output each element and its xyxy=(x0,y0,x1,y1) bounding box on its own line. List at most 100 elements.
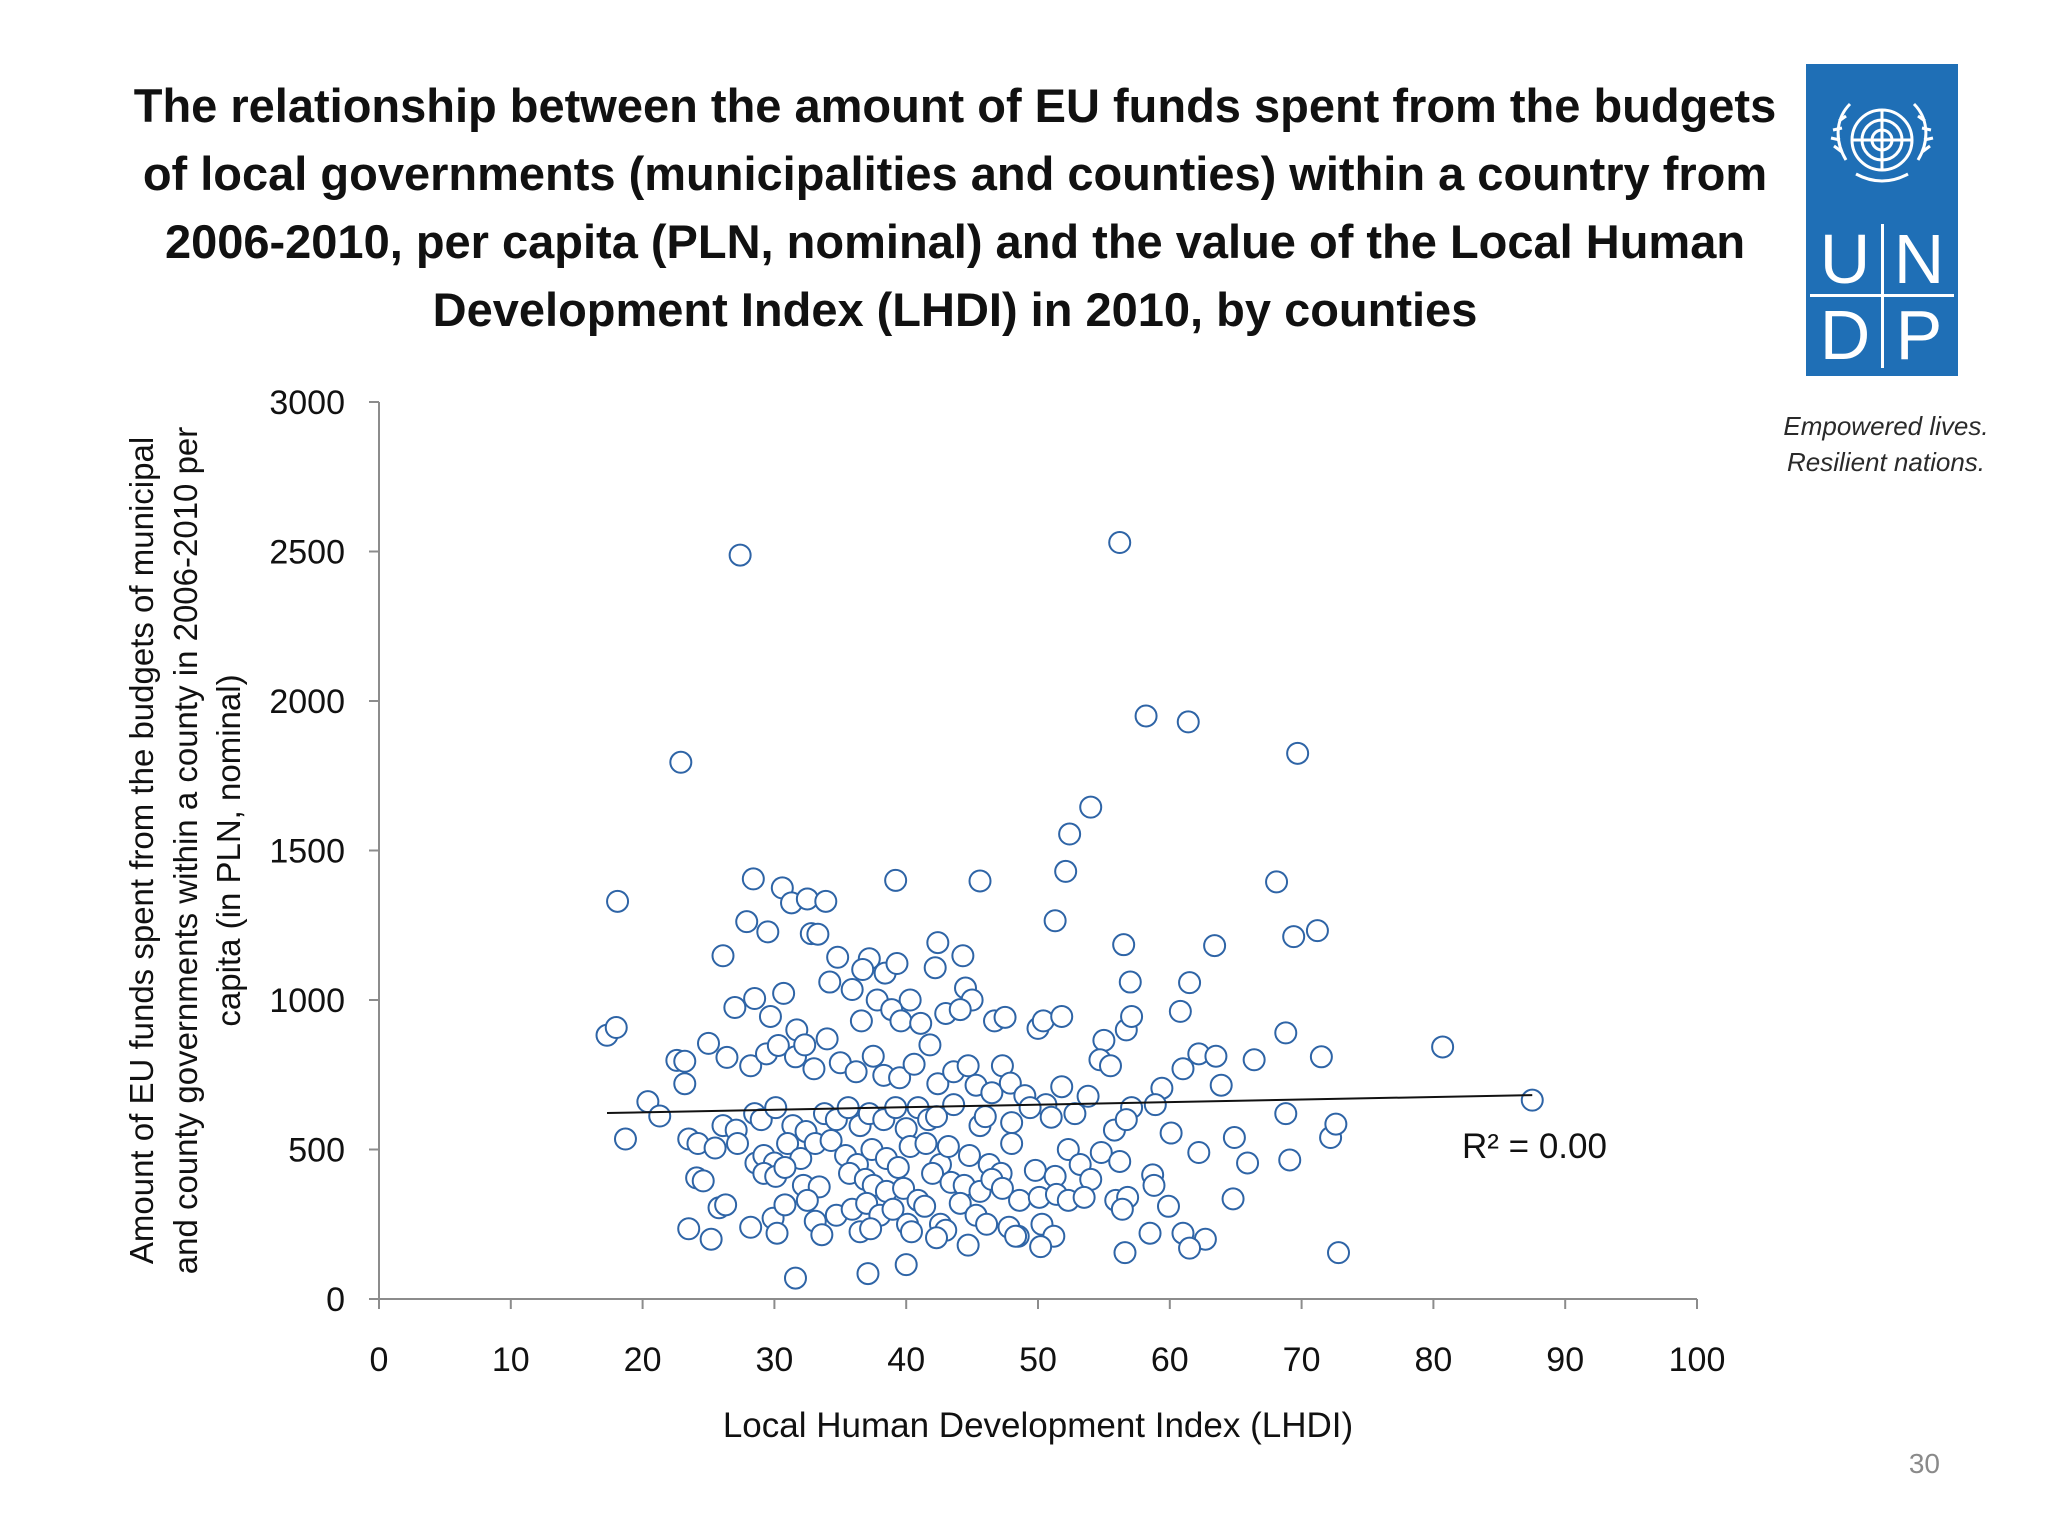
data-point xyxy=(926,1072,950,1096)
data-point xyxy=(1168,999,1192,1023)
data-point xyxy=(764,1096,788,1120)
data-point xyxy=(894,1253,918,1277)
data-point xyxy=(913,1194,937,1218)
logo-divider-horizontal xyxy=(1810,294,1954,297)
logo-tagline: Empowered lives. Resilient nations. xyxy=(1756,408,2016,480)
data-point xyxy=(884,868,908,892)
data-point xyxy=(889,1009,913,1033)
data-point xyxy=(648,1104,672,1128)
data-point xyxy=(851,958,875,982)
data-point xyxy=(1520,1088,1544,1112)
data-point xyxy=(881,1197,905,1221)
data-point xyxy=(1134,704,1158,728)
data-point xyxy=(1142,1173,1166,1197)
data-point xyxy=(948,1191,972,1215)
x-tick-label: 80 xyxy=(1414,1341,1452,1379)
data-point xyxy=(765,1221,789,1245)
data-point xyxy=(677,1217,701,1241)
data-point xyxy=(1113,1241,1137,1265)
data-point xyxy=(1324,1112,1348,1136)
data-point xyxy=(1076,1084,1100,1108)
r-squared-annotation: R² = 0.00 xyxy=(1462,1127,1607,1166)
data-point xyxy=(918,1033,942,1057)
data-point xyxy=(1159,1121,1183,1145)
data-point xyxy=(806,922,830,946)
data-point xyxy=(758,1004,782,1028)
data-point xyxy=(1000,1132,1024,1156)
x-tick-label: 50 xyxy=(1019,1341,1057,1379)
data-point xyxy=(714,1193,738,1217)
data-point xyxy=(1176,710,1200,734)
data-point xyxy=(902,1052,926,1076)
data-point xyxy=(711,944,735,968)
x-tick-label: 100 xyxy=(1669,1341,1726,1379)
data-point xyxy=(888,1066,912,1090)
data-point xyxy=(1309,1045,1333,1069)
data-point xyxy=(1171,1057,1195,1081)
data-point xyxy=(815,1027,839,1051)
undp-logo: U N D P xyxy=(1806,64,1958,376)
logo-letter-n: N xyxy=(1893,220,1945,298)
data-point xyxy=(951,944,975,968)
y-axis-title-line: and county governments within a county i… xyxy=(167,427,204,1275)
data-point xyxy=(766,1033,790,1057)
data-point xyxy=(699,1227,723,1251)
data-point xyxy=(1072,1185,1096,1209)
y-axis-title: Amount of EU funds spent from the budget… xyxy=(123,427,247,1275)
data-point xyxy=(1242,1048,1266,1072)
data-point xyxy=(1431,1035,1455,1059)
y-tick-label: 2000 xyxy=(269,683,345,721)
data-point xyxy=(819,1129,843,1153)
data-point xyxy=(968,869,992,893)
data-point xyxy=(957,1143,981,1167)
data-point xyxy=(756,920,780,944)
data-point xyxy=(1203,934,1227,958)
data-point xyxy=(1089,1140,1113,1164)
data-point xyxy=(1063,1102,1087,1126)
data-point xyxy=(613,1127,637,1151)
data-point xyxy=(1054,859,1078,883)
data-point xyxy=(1209,1073,1233,1097)
data-point xyxy=(1000,1111,1024,1135)
data-point xyxy=(942,1093,966,1117)
data-point xyxy=(818,970,842,994)
y-axis-title-line: capita (in PLN, nominal) xyxy=(210,674,247,1026)
data-point xyxy=(861,1044,885,1068)
data-point xyxy=(669,750,693,774)
x-tick-label: 70 xyxy=(1283,1341,1321,1379)
data-point xyxy=(1236,1151,1260,1175)
data-point xyxy=(1023,1158,1047,1182)
data-point xyxy=(691,1169,715,1193)
data-point xyxy=(1018,1096,1042,1120)
data-point xyxy=(1282,925,1306,949)
x-tick-label: 30 xyxy=(755,1341,793,1379)
data-point xyxy=(739,1215,763,1239)
x-tick-label: 90 xyxy=(1546,1341,1584,1379)
logo-letter-p: P xyxy=(1895,296,1943,374)
data-point xyxy=(925,1226,949,1250)
data-point xyxy=(1143,1093,1167,1117)
data-point xyxy=(1265,870,1289,894)
data-point xyxy=(741,867,765,891)
data-point xyxy=(856,1262,880,1286)
data-point xyxy=(1286,741,1310,765)
tagline-line: Empowered lives. xyxy=(1783,411,1989,441)
data-point xyxy=(606,889,630,913)
data-point xyxy=(1050,1075,1074,1099)
title-line: The relationship between the amount of E… xyxy=(133,79,1777,132)
data-point xyxy=(1110,1197,1134,1221)
data-point xyxy=(885,952,909,976)
data-points xyxy=(595,531,1544,1290)
data-point xyxy=(936,1135,960,1159)
data-point xyxy=(703,1136,727,1160)
data-point xyxy=(776,1132,800,1156)
y-tick-label: 0 xyxy=(326,1281,345,1319)
data-point xyxy=(1114,1108,1138,1132)
title-line: of local governments (municipalities and… xyxy=(142,147,1768,200)
data-point xyxy=(1178,971,1202,995)
data-point xyxy=(739,1054,763,1078)
data-point xyxy=(1221,1187,1245,1211)
data-point xyxy=(1043,909,1067,933)
data-point xyxy=(1274,1102,1298,1126)
